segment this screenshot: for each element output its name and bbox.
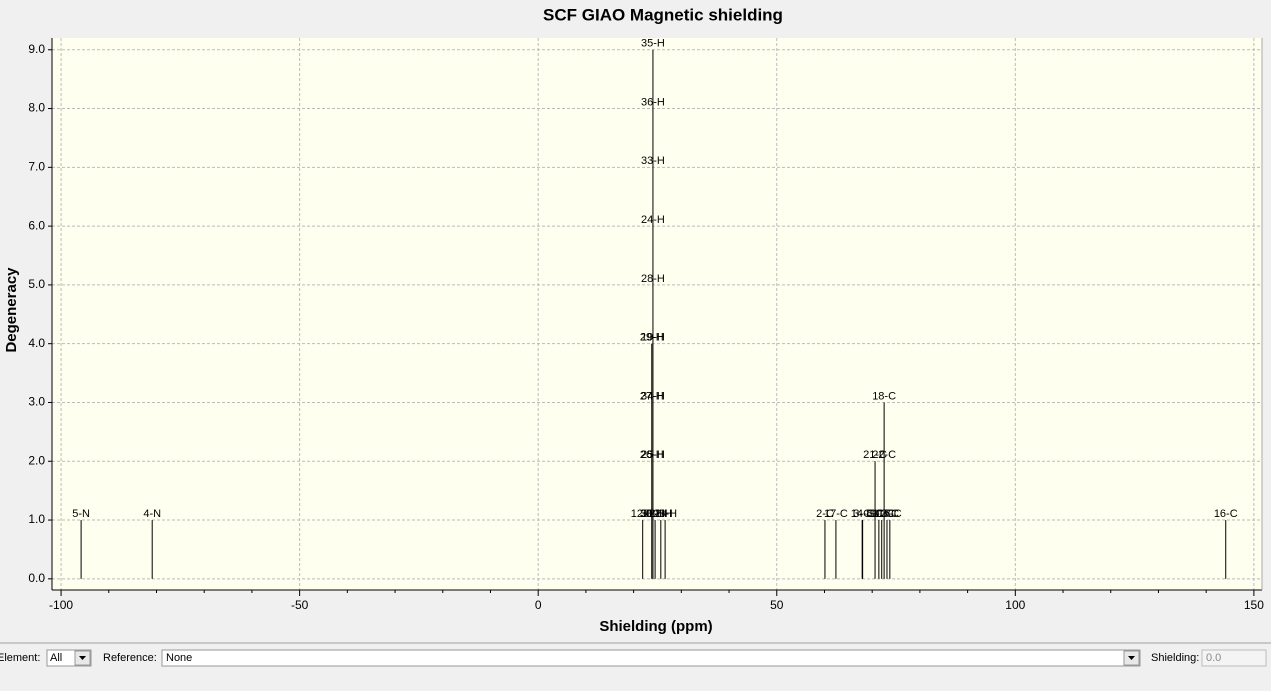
reference-label: Reference: <box>103 652 157 664</box>
x-tick-label: -50 <box>291 598 309 612</box>
peak-label: 26-H <box>640 449 664 461</box>
y-tick-label: 6.0 <box>28 218 45 232</box>
dropdown-arrow <box>1128 656 1135 660</box>
peak-label: 36-H <box>641 96 665 108</box>
peak-label: 25-H <box>641 449 665 461</box>
y-tick-label: 5.0 <box>28 277 45 291</box>
peak-label: 12-H <box>631 508 655 520</box>
peak-label: 11-C <box>873 508 896 520</box>
peak-label: 3-C <box>853 508 871 520</box>
peak-label: 15-C <box>878 508 902 520</box>
element-value: All <box>50 652 62 664</box>
reference-dropdown[interactable] <box>161 649 1141 667</box>
y-tick-label: 3.0 <box>28 395 45 409</box>
shielding-value: 0.0 <box>1206 652 1221 664</box>
chart-title: SCF GIAO Magnetic shielding <box>543 5 783 24</box>
y-tick-label: 7.0 <box>28 160 45 174</box>
y-tick-label: 1.0 <box>28 512 45 526</box>
peak-label: 23-H <box>653 508 677 520</box>
peak-label: 31-H <box>641 508 665 520</box>
peak-label: 24-H <box>641 214 665 226</box>
x-tick-label: -100 <box>49 598 73 612</box>
peak-label: 4-N <box>143 508 161 520</box>
peak-label: 22-H <box>649 508 673 520</box>
reference-value: None <box>166 652 192 664</box>
y-tick-label: 9.0 <box>28 42 45 56</box>
y-tick-label: 2.0 <box>28 453 45 467</box>
peak-label: 9-C <box>870 508 888 520</box>
plot: 0.0 1.0 2.0 3.0 4.0 5.0 6.0 7.0 8.0 9.0 -100 -50 0 50… <box>28 38 1264 613</box>
x-tick-label: 100 <box>1005 598 1025 612</box>
peak-label: 28-H <box>641 273 665 285</box>
peak-label: 14-C <box>851 508 875 520</box>
dropdown-arrow <box>79 656 86 660</box>
peak-label: 22-C <box>872 449 896 461</box>
peak-label: 19-H <box>641 332 665 344</box>
y-tick-label: 0.0 <box>28 571 45 585</box>
peak-label: 8-C <box>866 508 884 520</box>
peak-label: 5-N <box>72 508 90 520</box>
x-tick-label: 50 <box>770 598 784 612</box>
element-label: Element: <box>0 652 40 664</box>
y-tick-label: 4.0 <box>28 336 45 350</box>
peak-label: 2-C <box>816 508 834 520</box>
peak-label: 32-H <box>643 508 667 520</box>
peak-label: 17-C <box>824 508 848 520</box>
shielding-label: Shielding: <box>1151 652 1199 664</box>
plot-area <box>52 38 1262 590</box>
x-tick-label: 150 <box>1244 598 1264 612</box>
peak-label: 10-C <box>870 508 894 520</box>
y-tick-label: 8.0 <box>28 101 45 115</box>
x-axis-label: Shielding (ppm) <box>599 618 712 635</box>
peak-label: 34-H <box>641 390 665 402</box>
y-axis-label: Degeneracy <box>3 267 20 353</box>
peak-label: 16-C <box>1214 508 1238 520</box>
peak-label: 33-H <box>641 155 665 167</box>
peak-label: 29-H <box>640 332 664 344</box>
peak-label: 27-H <box>640 390 664 402</box>
peak-label: 35-H <box>641 38 665 50</box>
x-tick-label: 0 <box>535 598 542 612</box>
shielding-input[interactable] <box>1201 649 1267 667</box>
peak-label: 18-C <box>872 390 896 402</box>
peak-label: 13-C <box>875 508 899 520</box>
peak-label: 30-H <box>640 508 664 520</box>
peak-label: 21-C <box>863 449 887 461</box>
